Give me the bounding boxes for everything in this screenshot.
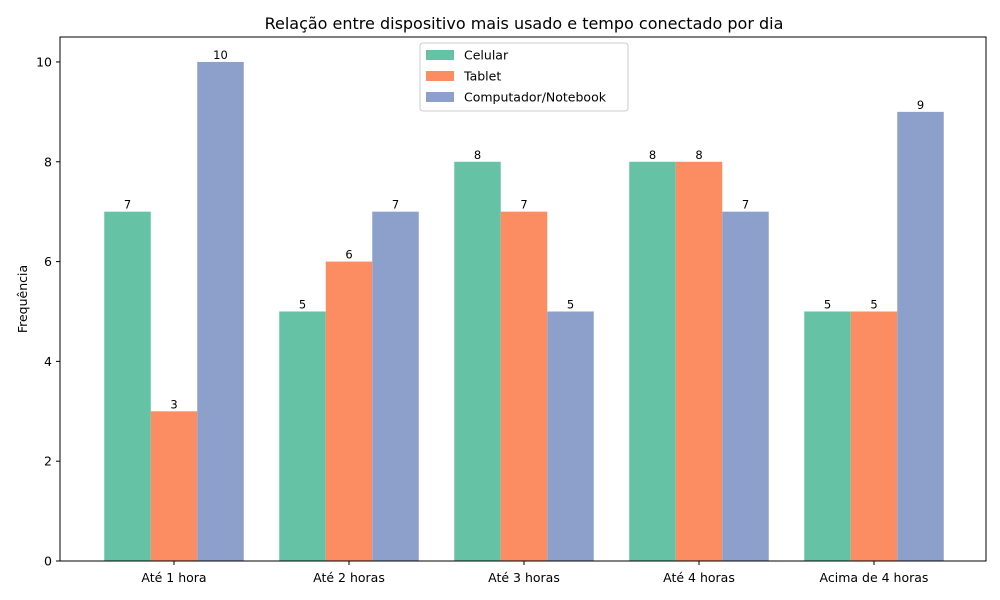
- bar: [197, 61, 244, 561]
- x-tick-label: Até 2 horas: [313, 570, 385, 585]
- chart-title: Relação entre dispositivo mais usado e t…: [265, 14, 784, 33]
- bar-value-label: 5: [567, 297, 574, 311]
- bar: [804, 311, 851, 561]
- legend-label: Celular: [464, 48, 509, 63]
- bar: [500, 211, 548, 561]
- bar-value-label: 8: [695, 148, 702, 162]
- legend-swatch: [426, 50, 454, 60]
- y-tick-label: 10: [36, 54, 52, 69]
- x-tick-label: Acima de 4 horas: [820, 570, 929, 585]
- legend-box: [419, 42, 629, 112]
- bar-value-label: 6: [345, 248, 352, 262]
- y-tick-label: 2: [44, 454, 52, 469]
- x-tick-label: Até 1 hora: [141, 570, 206, 585]
- x-tick-label: Até 3 horas: [488, 570, 560, 585]
- bar: [104, 211, 151, 561]
- bar-value-label: 9: [917, 98, 924, 112]
- plot-frame: [59, 36, 987, 562]
- bars-layer: [104, 61, 944, 561]
- bar: [150, 411, 198, 561]
- bar-value-label: 7: [742, 198, 749, 212]
- bar: [454, 161, 501, 561]
- axes-layer: Até 1 hora Até 2 horas Até 3 horas Até 4 ho…: [36, 36, 987, 585]
- legend-swatch: [426, 92, 454, 102]
- bar: [722, 211, 769, 561]
- legend-label: Tablet: [463, 69, 501, 84]
- bar-value-label: 5: [299, 297, 306, 311]
- bar: [279, 311, 326, 561]
- bar: [675, 161, 723, 561]
- bar: [547, 311, 594, 561]
- bar: [629, 161, 676, 561]
- bar: [372, 211, 419, 561]
- y-tick-label: 6: [44, 254, 52, 269]
- bar: [325, 261, 373, 561]
- bar-value-label: 7: [392, 198, 399, 212]
- bar-value-label: 5: [824, 297, 831, 311]
- y-tick-label: 4: [44, 354, 52, 369]
- bar-value-label: 10: [213, 48, 228, 62]
- legend-label: Computador/Notebook: [464, 90, 607, 105]
- legend-swatch: [426, 71, 454, 81]
- bar-labels-layer: 7 3 10 5 6 7 8 7 5 8 8 7 5 5 9: [124, 48, 924, 411]
- bar-value-label: 3: [170, 397, 177, 411]
- bar: [897, 111, 944, 561]
- bar-value-label: 5: [870, 297, 877, 311]
- bar-value-label: 7: [520, 198, 527, 212]
- x-tick-label: Até 4 horas: [663, 570, 735, 585]
- bar-value-label: 8: [474, 148, 481, 162]
- y-tick-label: 0: [44, 554, 52, 569]
- bar-value-label: 7: [124, 198, 131, 212]
- bar: [850, 311, 898, 561]
- bar-value-label: 8: [649, 148, 656, 162]
- legend: Celular Tablet Computador/Notebook: [419, 42, 629, 112]
- y-axis-label: Frequência: [15, 265, 30, 333]
- y-tick-label: 8: [44, 154, 52, 169]
